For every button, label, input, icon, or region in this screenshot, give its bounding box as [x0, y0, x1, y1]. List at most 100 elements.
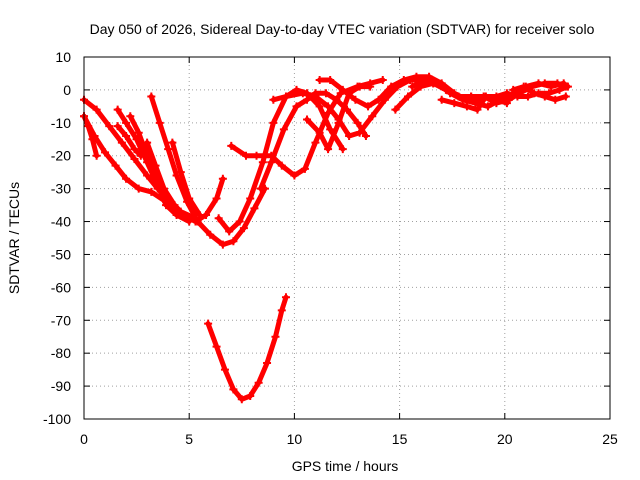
data-point-18-0	[467, 92, 476, 101]
data-point-8-0	[168, 138, 177, 147]
series-arc-12	[256, 89, 370, 193]
data-point-14-5	[374, 95, 383, 104]
data-point-18-1	[479, 92, 488, 101]
data-point-11-10	[361, 131, 370, 140]
y-axis-label: SDTVAR / TECUs	[6, 182, 22, 294]
data-point-11-9	[353, 118, 362, 127]
data-point-1-2	[101, 148, 110, 157]
data-point-11-1	[267, 158, 276, 167]
series-arc-7	[147, 92, 269, 249]
data-point-6-9	[239, 224, 248, 233]
y-tick-label-4: -30	[51, 181, 71, 197]
data-point-8-3	[195, 210, 204, 219]
data-point-19-1	[519, 82, 528, 91]
y-tick-label-6: -50	[51, 246, 71, 262]
data-point-13-0	[303, 115, 312, 124]
data-point-11-7	[332, 95, 341, 104]
data-point-16-0	[408, 82, 417, 91]
data-point-13-6	[366, 82, 375, 91]
data-point-16-11	[547, 82, 556, 91]
data-point-7-3	[170, 201, 179, 210]
series-line-3	[115, 107, 192, 224]
data-point-18-8	[555, 85, 564, 94]
data-point-20-3	[229, 385, 238, 394]
data-point-2-1	[84, 122, 93, 131]
data-point-18-5	[523, 92, 532, 101]
data-point-18-9	[563, 82, 572, 91]
series-arc-19	[467, 82, 572, 101]
data-point-19-3	[540, 92, 549, 101]
data-point-1-12	[218, 174, 227, 183]
series-line-20	[205, 294, 289, 402]
data-point-9-11	[338, 145, 347, 154]
data-point-12-1	[281, 92, 290, 101]
data-point-9-9	[315, 102, 324, 111]
data-point-20-8	[271, 332, 280, 341]
data-point-18-2	[492, 92, 501, 101]
data-point-10-0	[227, 141, 236, 150]
data-point-0-4	[130, 155, 139, 164]
series-line-8	[169, 140, 203, 218]
data-point-20-9	[277, 306, 286, 315]
data-point-3-5	[162, 201, 171, 210]
data-point-6-7	[218, 240, 227, 249]
data-point-10-5	[290, 171, 299, 180]
data-point-20-6	[254, 378, 263, 387]
data-point-20-0	[204, 319, 213, 328]
data-point-1-6	[147, 187, 156, 196]
data-point-19-5	[561, 92, 570, 101]
data-point-9-4	[258, 158, 267, 167]
y-tick-label-8: -70	[51, 312, 71, 328]
data-point-18-3	[502, 89, 511, 98]
data-point-12-7	[355, 128, 364, 137]
y-tick-label-3: -20	[51, 148, 71, 164]
data-point-16-1	[420, 76, 429, 85]
data-point-10-2	[252, 151, 261, 160]
data-point-13-3	[334, 118, 343, 127]
data-point-2-2	[88, 135, 97, 144]
data-point-12-8	[368, 112, 377, 121]
series-line-2	[81, 113, 100, 159]
data-point-13-1	[315, 128, 324, 137]
data-point-5-5	[176, 207, 185, 216]
grid-layer	[84, 57, 610, 419]
data-point-12-6	[345, 131, 354, 140]
data-point-4-0	[113, 122, 122, 131]
data-point-12-0	[269, 95, 278, 104]
data-point-11-3	[292, 102, 301, 111]
series-line-9	[216, 87, 346, 234]
series-line-18	[468, 84, 571, 99]
data-point-10-1	[242, 151, 251, 160]
data-point-7-0	[143, 138, 152, 147]
data-point-15-0	[391, 105, 400, 114]
data-point-6-6	[206, 230, 215, 239]
data-point-7-2	[159, 184, 168, 193]
plot-frame	[83, 56, 611, 420]
y-tick-label-0: 10	[55, 49, 71, 65]
data-point-9-1	[225, 227, 234, 236]
data-point-10-6	[300, 164, 309, 173]
series-line-6	[148, 94, 268, 248]
data-point-9-5	[269, 118, 278, 127]
series-line-11	[258, 90, 369, 192]
data-point-12-3	[311, 92, 320, 101]
y-tick-label-9: -80	[51, 345, 71, 361]
data-point-14-4	[364, 102, 373, 111]
series-line-4	[115, 123, 144, 159]
data-point-19-4	[551, 95, 560, 104]
data-point-20-10	[281, 293, 290, 302]
y-tick-label-10: -90	[51, 378, 71, 394]
data-point-10-4	[277, 161, 286, 170]
x-axis-label: GPS time / hours	[292, 458, 399, 474]
y-tick-label-1: 0	[63, 82, 71, 98]
data-point-11-4	[303, 95, 312, 104]
data-point-15-1	[404, 92, 413, 101]
data-point-1-11	[212, 194, 221, 203]
series-arc-20	[509, 82, 570, 104]
data-point-1-5	[134, 184, 143, 193]
data-point-14-2	[338, 85, 347, 94]
data-point-3-0	[113, 105, 122, 114]
series-layer	[80, 72, 572, 404]
